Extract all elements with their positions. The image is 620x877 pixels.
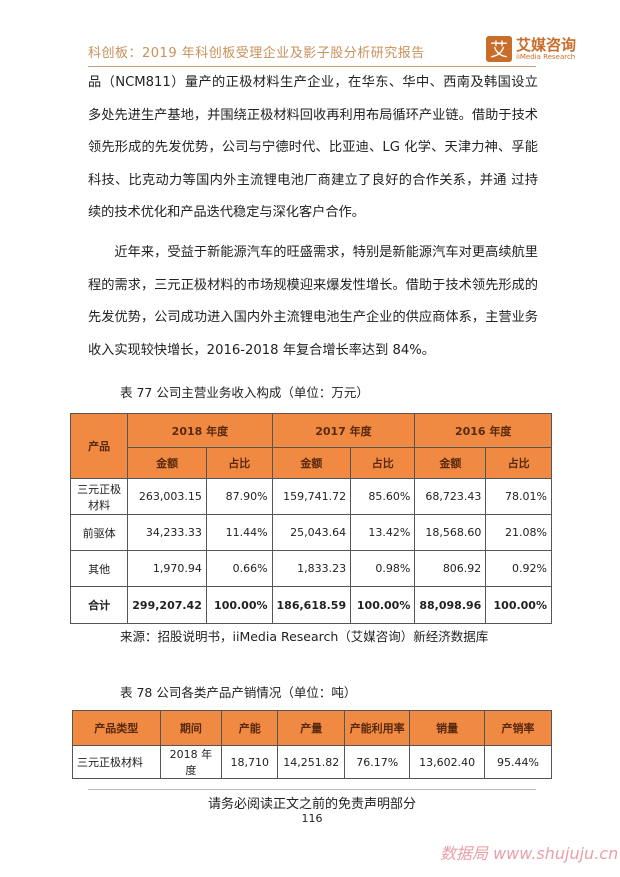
cell: 299,207.42 [127, 586, 207, 624]
header-cell: 期间 [159, 710, 223, 746]
header-divider [88, 66, 536, 67]
table78-production: 产品类型 期间 产能 产量 产能利用率 销量 产销率 三元正极材料 2018 年度 18,710… [72, 710, 552, 779]
logo-mark-icon: 艾 [486, 36, 512, 62]
table-row: 合计 299,207.42 100.00% 186,618.59 100.00% 88,0… [69, 586, 552, 624]
header-year: 2016 年度 [414, 413, 552, 448]
cell: 13.42% [350, 514, 416, 551]
cell: 34,233.33 [127, 514, 207, 551]
cell: 76.17% [344, 745, 411, 779]
header-amount: 金额 [414, 447, 487, 479]
cell: 25,043.64 [271, 514, 352, 551]
table-row: 三元正极材料 263,003.15 87.90% 159,741.72 85.60% 68… [69, 478, 552, 515]
table-row: 其他 1,970.94 0.66% 1,833.23 0.98% 806.92 0.92% [69, 550, 552, 587]
cell: 100.00% [485, 586, 552, 624]
disclaimer: 请务必阅读正文之前的免责声明部分 [207, 797, 416, 812]
row-label: 三元正极材料 [69, 478, 129, 515]
cell: 13,602.40 [409, 745, 486, 779]
header-cell: 产品类型 [72, 710, 161, 746]
table78-caption: 表 78 公司各类产品产销情况（单位：吨） [120, 685, 357, 700]
row-label: 其他 [69, 550, 129, 587]
iimedia-logo: 艾 艾媒咨询 iiMedia Research [486, 36, 576, 62]
paragraph-1: 品（NCM811）量产的正极材料生产企业，在华东、华中、西南及韩国设立多处先进生… [88, 75, 538, 220]
cell: 159,741.72 [271, 478, 352, 515]
header-share: 占比 [485, 447, 552, 479]
cell: 78.01% [485, 478, 552, 515]
cell: 263,003.15 [127, 478, 207, 515]
report-header-title: 科创板：2019 年科创板受理企业及影子股分析研究报告 [88, 46, 425, 61]
cell: 14,251.82 [277, 745, 346, 779]
header-amount: 金额 [271, 447, 352, 479]
cell: 21.08% [485, 514, 552, 551]
cell: 1,970.94 [127, 550, 207, 587]
cell: 68,723.43 [414, 478, 487, 515]
watermark: 数据局 www.shujuju.cn [440, 844, 619, 863]
header-share: 占比 [205, 447, 273, 479]
cell: 18,710 [221, 745, 279, 779]
cell: 0.92% [485, 550, 552, 587]
table77-caption: 表 77 公司主营业务收入构成（单位：万元） [120, 385, 369, 400]
cell: 100.00% [350, 586, 416, 624]
cell: 186,618.59 [271, 586, 352, 624]
cell: 88,098.96 [414, 586, 487, 624]
row-label: 前驱体 [69, 514, 129, 551]
header-cell: 销量 [409, 710, 486, 746]
cell: 18,568.60 [414, 514, 487, 551]
header-cell: 产量 [277, 710, 346, 746]
page-number: 116 [301, 812, 323, 825]
header-year: 2018 年度 [127, 413, 273, 448]
header-cell: 产能利用率 [344, 710, 411, 746]
cell: 11.44% [205, 514, 273, 551]
cell: 95.44% [484, 745, 552, 779]
header-year: 2017 年度 [271, 413, 416, 448]
cell: 三元正极材料 [72, 745, 161, 779]
cell: 100.00% [205, 586, 273, 624]
cell: 0.66% [205, 550, 273, 587]
footer-divider [88, 789, 536, 790]
cell: 87.90% [205, 478, 273, 515]
table-row: 前驱体 34,233.33 11.44% 25,043.64 13.42% 18,568.… [69, 514, 552, 551]
table77-source: 来源：招股说明书，iiMedia Research（艾媒咨询）新经济数据库 [120, 629, 489, 644]
header-cell: 产销率 [484, 710, 552, 746]
header-share: 占比 [350, 447, 416, 479]
cell: 85.60% [350, 478, 416, 515]
header-cell: 产能 [221, 710, 279, 746]
row-label: 合计 [69, 586, 129, 624]
cell: 806.92 [414, 550, 487, 587]
cell: 1,833.23 [271, 550, 352, 587]
cell: 2018 年度 [159, 745, 223, 779]
header-product: 产品 [69, 413, 129, 479]
cell: 0.98% [350, 550, 416, 587]
header-amount: 金额 [127, 447, 207, 479]
table77-revenue: 产品 2018 年度 2017 年度 2016 年度 金额 占比 金额 占比 金额占… [69, 413, 552, 624]
paragraph-2: 近年来，受益于新能源汽车的旺盛需求，特别是新能源汽车对更高续航里程的需求，三元正… [88, 245, 538, 358]
